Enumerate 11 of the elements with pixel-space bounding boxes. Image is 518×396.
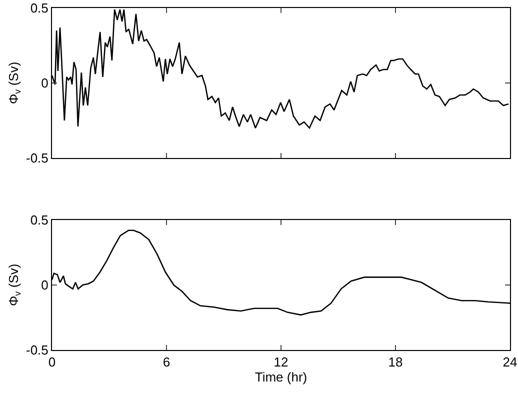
x-tick-label: 6 <box>162 354 170 370</box>
y-tick-label: 0.5 <box>30 0 48 16</box>
x-tick-label: 18 <box>388 354 403 370</box>
x-axis-title: Time (hr) <box>254 370 308 385</box>
y-tick-label: 0 <box>41 278 48 293</box>
y-tick-label: 0 <box>41 76 48 91</box>
y-tick-label: -0.5 <box>26 342 48 358</box>
y-tick-label: 0.5 <box>30 212 48 228</box>
x-tick-label: 12 <box>274 354 288 370</box>
x-tick-label: 24 <box>502 354 518 370</box>
y-tick-label: -0.5 <box>26 150 48 166</box>
